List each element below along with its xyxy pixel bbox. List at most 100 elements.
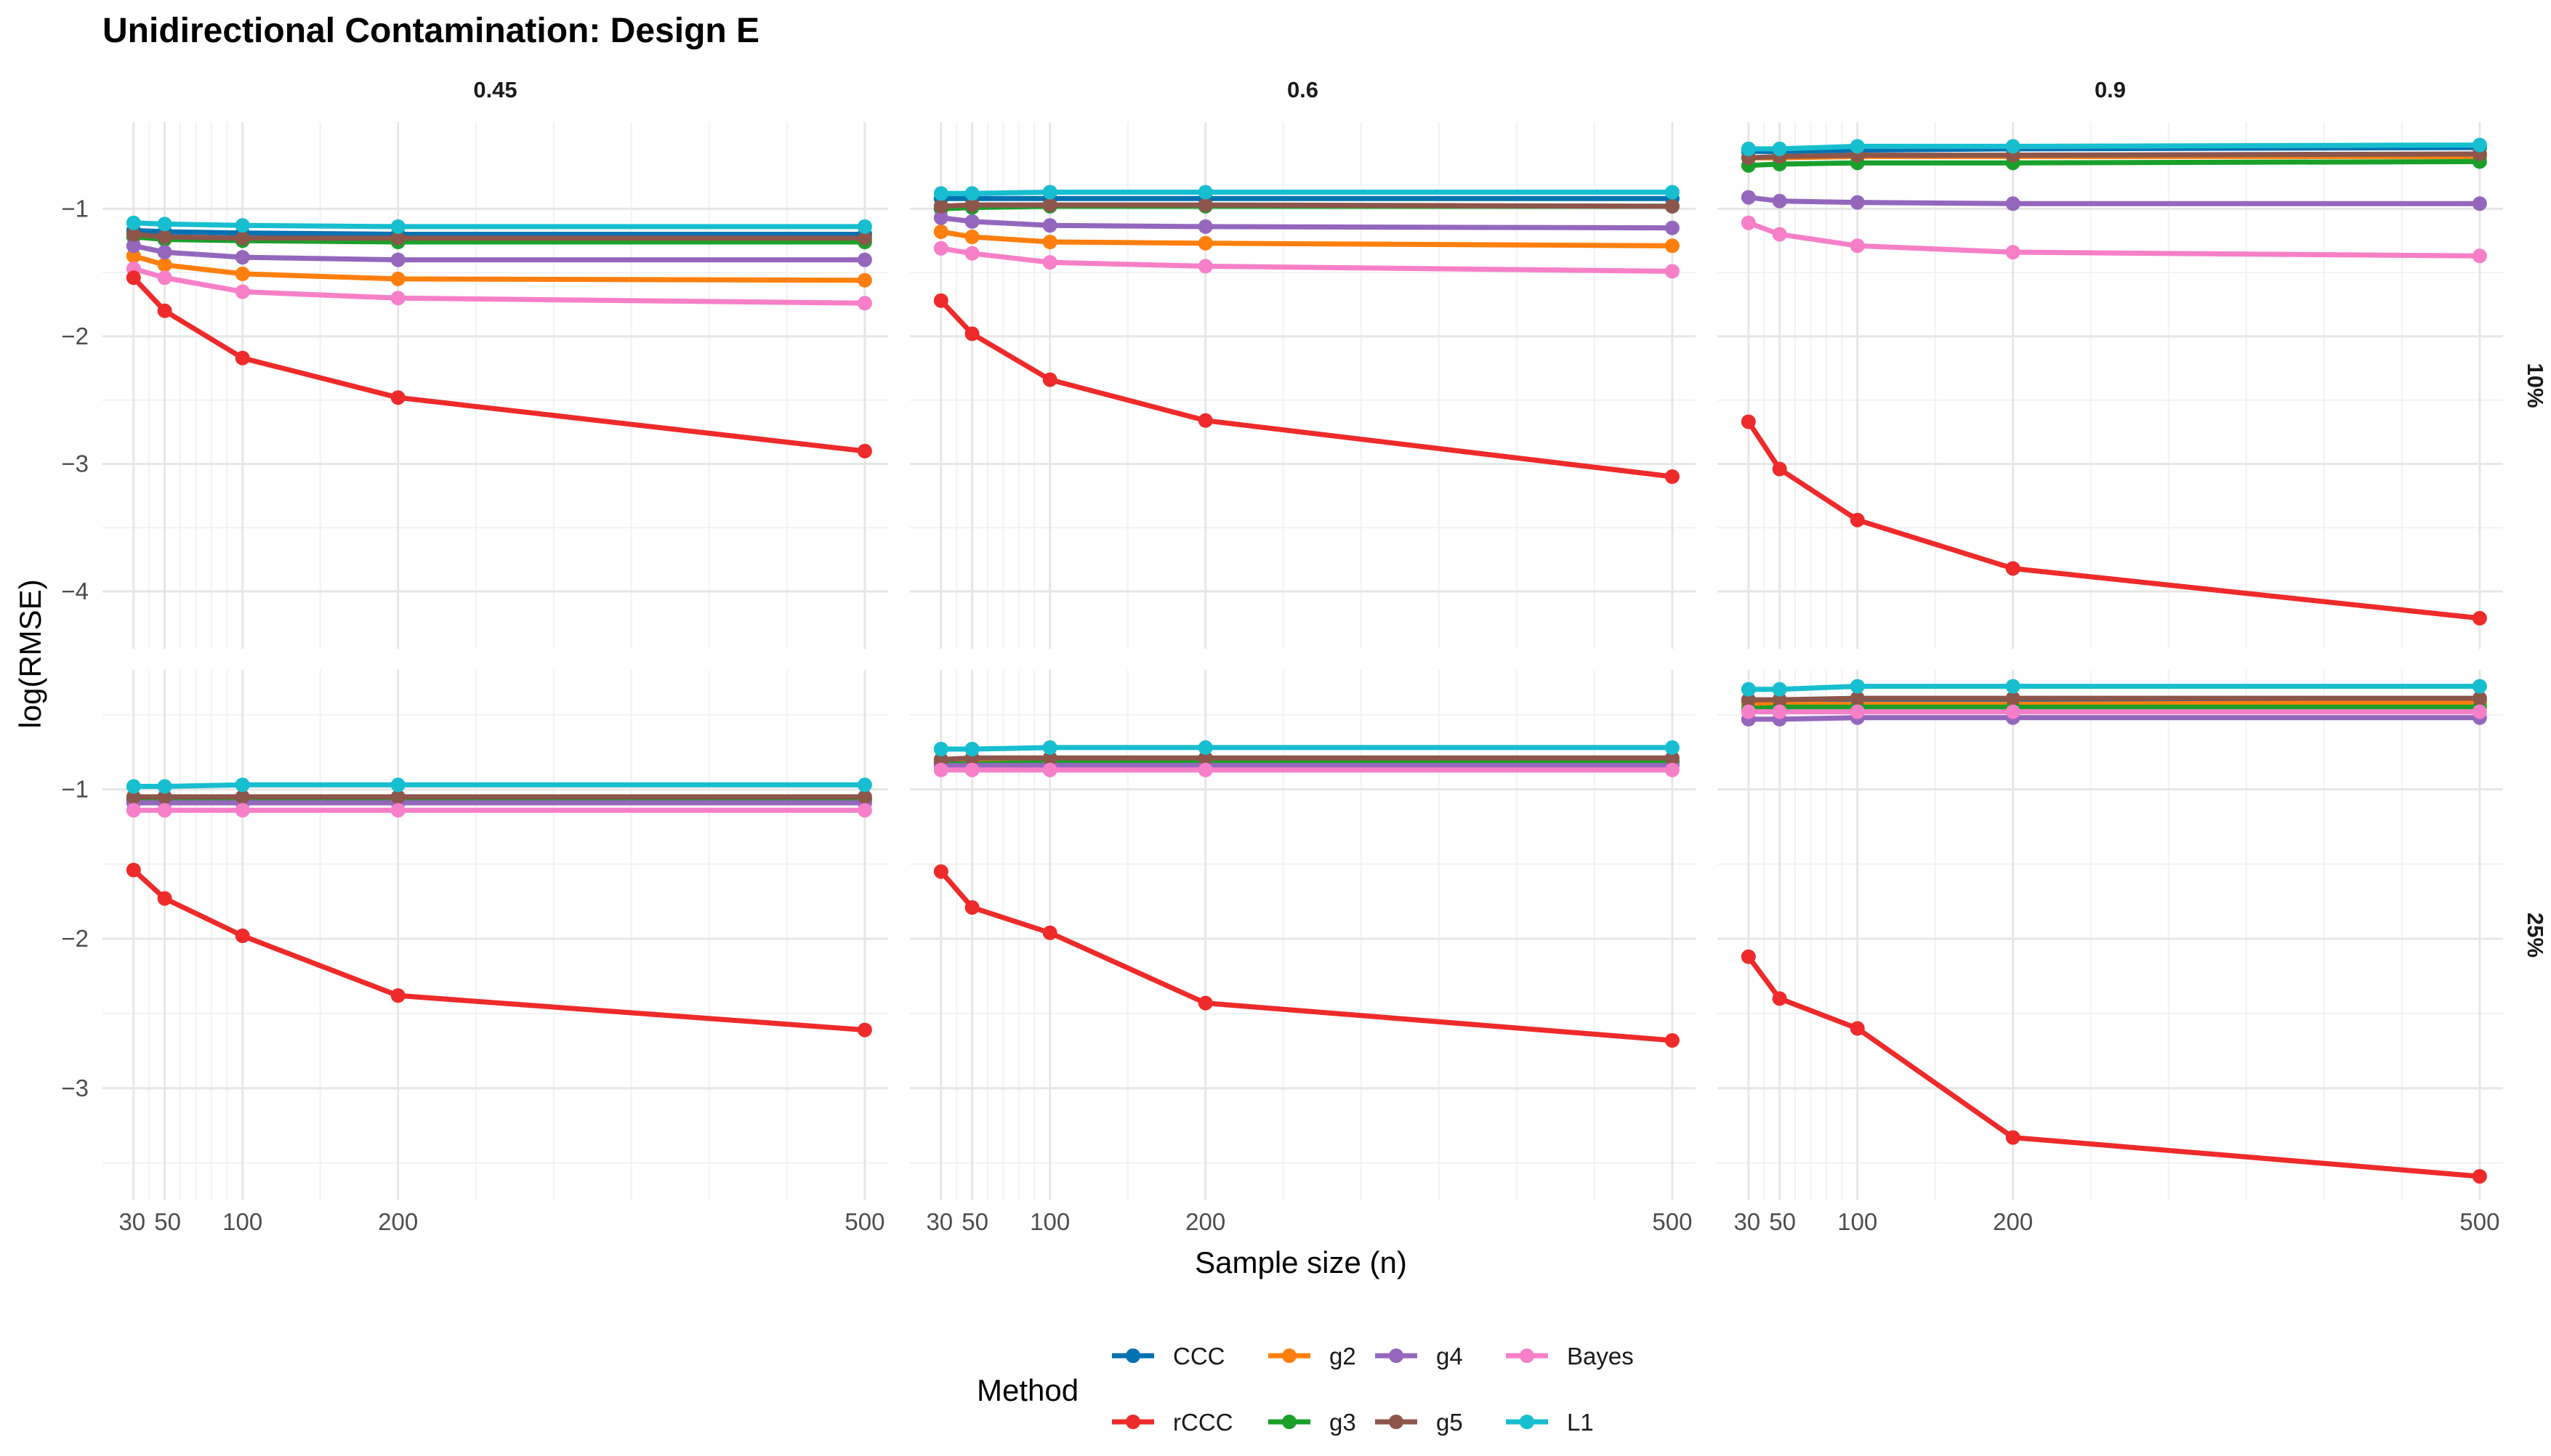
data-point-l1 — [1772, 682, 1787, 697]
x-tick-label: 50 — [154, 1208, 181, 1235]
data-point-rccc — [2472, 610, 2487, 626]
panel-grid — [102, 670, 888, 1200]
x-tick-label: 200 — [1993, 1208, 2033, 1235]
legend-label: CCC — [1173, 1343, 1225, 1370]
data-point-g5 — [857, 789, 872, 804]
data-point-g2 — [235, 266, 250, 281]
y-tick-label: −1 — [61, 195, 89, 222]
y-tick-label: −3 — [61, 450, 89, 477]
panel-series-group — [126, 777, 872, 1038]
data-point-g2 — [126, 248, 141, 264]
data-point-g5 — [126, 227, 141, 242]
data-point-rccc — [390, 988, 406, 1003]
legend-label: g2 — [1329, 1343, 1356, 1370]
data-point-g5 — [933, 752, 948, 767]
data-point-g4 — [1741, 190, 1756, 205]
data-point-g4 — [1198, 219, 1213, 234]
data-point-l1 — [1850, 679, 1865, 694]
data-point-bayes — [1664, 264, 1680, 279]
legend-item: g2 — [1268, 1343, 1356, 1370]
legend-label: g3 — [1329, 1409, 1356, 1436]
data-point-g5 — [857, 230, 872, 246]
data-point-bayes — [2005, 704, 2020, 719]
data-point-g4 — [390, 252, 406, 267]
data-point-bayes — [390, 803, 406, 818]
data-point-bayes — [1042, 255, 1057, 270]
data-point-bayes — [1198, 259, 1213, 274]
data-point-bayes — [1850, 238, 1865, 254]
data-point-l1 — [1664, 185, 1680, 200]
legend-item: CCC — [1112, 1343, 1225, 1370]
legend-item: g5 — [1375, 1409, 1463, 1436]
data-point-bayes — [857, 296, 872, 311]
data-point-g4 — [2005, 196, 2020, 211]
column-strip-label: 0.45 — [473, 77, 517, 102]
data-point-bayes — [157, 803, 172, 818]
data-point-g2 — [933, 225, 948, 239]
data-point-rccc — [857, 1022, 872, 1038]
data-point-g5 — [1198, 198, 1213, 213]
panel-series-group — [1741, 679, 2487, 1184]
data-point-g2 — [157, 257, 172, 272]
data-point-g4 — [1664, 220, 1680, 235]
data-point-rccc — [964, 326, 980, 341]
y-tick-label: −2 — [61, 323, 89, 349]
x-tick-label: 200 — [378, 1208, 418, 1235]
data-point-rccc — [2472, 1169, 2487, 1184]
panel-series-group — [1741, 137, 2487, 626]
data-point-g4 — [2472, 196, 2487, 211]
data-point-l1 — [126, 215, 141, 230]
data-point-l1 — [1741, 682, 1756, 697]
data-point-bayes — [1664, 762, 1680, 777]
data-point-rccc — [157, 303, 172, 318]
data-point-l1 — [857, 777, 872, 793]
data-point-l1 — [2472, 679, 2487, 694]
panel-series-group — [933, 740, 1680, 1048]
data-point-g5 — [2472, 691, 2487, 706]
data-point-rccc — [126, 270, 141, 286]
legend-title: Method — [977, 1373, 1079, 1407]
data-point-rccc — [1741, 949, 1756, 964]
data-point-rccc — [1664, 1033, 1680, 1048]
data-point-rccc — [2005, 561, 2020, 576]
panel-series-group — [933, 185, 1680, 484]
row-strip-label: 10% — [2523, 363, 2548, 408]
data-point-g5 — [1772, 692, 1787, 708]
data-point-l1 — [857, 219, 872, 234]
data-point-l1 — [1772, 141, 1787, 156]
data-point-g5 — [964, 198, 980, 213]
data-point-rccc — [235, 350, 250, 365]
data-point-bayes — [235, 284, 250, 299]
data-point-l1 — [390, 777, 406, 793]
data-point-g2 — [1664, 238, 1680, 254]
data-point-bayes — [857, 803, 872, 818]
legend-item: L1 — [1506, 1409, 1594, 1436]
data-point-g5 — [1741, 692, 1756, 708]
data-point-rccc — [390, 390, 406, 405]
data-point-l1 — [2472, 137, 2487, 153]
legend-label: Bayes — [1567, 1343, 1634, 1370]
data-point-g2 — [1198, 235, 1213, 251]
data-point-l1 — [390, 219, 406, 234]
data-point-g5 — [2005, 691, 2020, 706]
data-point-bayes — [390, 291, 406, 306]
data-point-g5 — [933, 198, 948, 214]
data-point-g2 — [964, 230, 980, 244]
data-point-l1 — [1198, 185, 1213, 200]
y-tick-label: −2 — [61, 925, 89, 952]
data-point-g4 — [1850, 195, 1865, 210]
legend-key-point — [1520, 1415, 1534, 1429]
legend-item: g3 — [1268, 1409, 1356, 1436]
data-point-bayes — [157, 270, 172, 286]
data-point-bayes — [235, 803, 250, 818]
data-point-g5 — [1850, 691, 1865, 706]
data-point-l1 — [1042, 740, 1057, 755]
x-tick-label: 50 — [1769, 1208, 1796, 1235]
data-point-l1 — [2005, 679, 2020, 694]
data-point-g5 — [157, 789, 172, 804]
data-point-rccc — [1772, 461, 1787, 477]
data-point-rccc — [1850, 1021, 1865, 1036]
x-tick-label: 30 — [1733, 1208, 1760, 1235]
legend-label: L1 — [1567, 1409, 1594, 1436]
panel-grid — [1717, 670, 2503, 1200]
